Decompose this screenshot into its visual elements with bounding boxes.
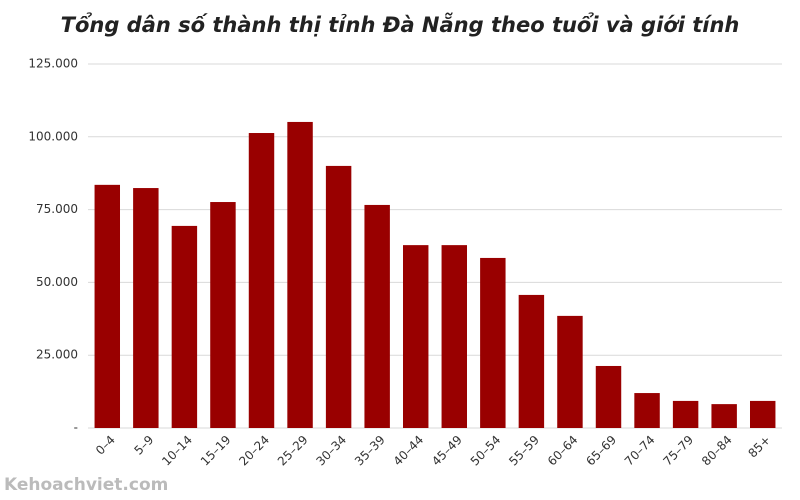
x-tick-label: 35–39 — [352, 433, 388, 469]
x-tick-label: 30–34 — [313, 433, 349, 469]
x-tick-label: 60–64 — [545, 433, 581, 469]
x-tick-label: 50–54 — [468, 433, 504, 469]
bar — [364, 204, 390, 428]
y-tick-label: 100.000 — [28, 129, 78, 143]
bar — [171, 225, 198, 428]
bar — [480, 257, 506, 428]
bar — [518, 294, 545, 428]
bar — [557, 315, 583, 428]
bar — [248, 133, 275, 428]
bar — [711, 404, 737, 428]
bar — [595, 365, 622, 428]
bar — [634, 393, 660, 428]
watermark: Kehoachviet.com — [4, 475, 168, 495]
x-tick-label: 85+ — [746, 433, 774, 461]
bar — [402, 245, 429, 428]
x-tick-label: 25–29 — [275, 433, 311, 469]
bar — [94, 184, 121, 428]
x-tick-label: 15–19 — [198, 433, 234, 469]
bar — [441, 245, 468, 428]
y-tick-label: 125.000 — [28, 57, 78, 71]
x-tick-label: 0–4 — [93, 433, 118, 458]
y-tick-label: 50.000 — [36, 275, 78, 289]
x-tick-label: 40–44 — [391, 433, 427, 469]
y-tick-label: 75.000 — [36, 202, 78, 216]
x-tick-label: 70–74 — [622, 433, 658, 469]
x-tick-label: 55–59 — [506, 433, 542, 469]
x-tick-label: 45–49 — [429, 433, 465, 469]
bar — [210, 202, 236, 428]
bar — [325, 165, 352, 429]
x-tick-label: 80–84 — [699, 433, 735, 469]
chart-title: Tổng dân số thành thị tỉnh Đà Nẵng theo … — [61, 12, 740, 37]
x-tick-label: 20–24 — [236, 433, 272, 469]
bar — [287, 121, 313, 429]
bar — [749, 400, 776, 428]
y-tick-label: 25.000 — [36, 348, 78, 362]
x-tick-label: 65–69 — [583, 433, 619, 469]
bar — [672, 400, 699, 428]
x-tick-label: 75–79 — [660, 433, 696, 469]
bar — [133, 188, 159, 428]
x-tick-label: 10–14 — [159, 433, 195, 469]
y-tick-label: - — [74, 421, 78, 435]
x-tick-label: 5–9 — [131, 433, 156, 458]
